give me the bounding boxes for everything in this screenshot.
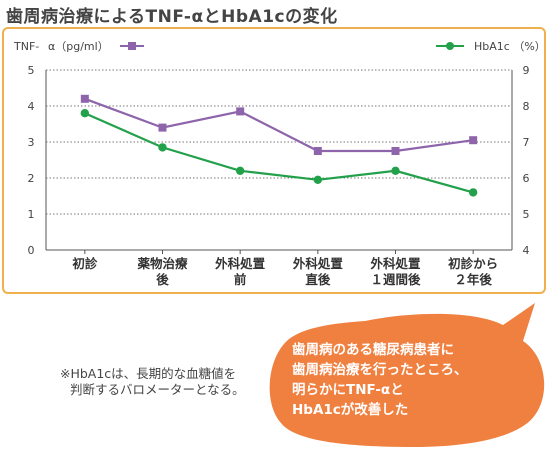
- x-tick-label: 薬物治療: [136, 256, 188, 271]
- data-point-tnf-alpha: [391, 147, 400, 155]
- page-title: 歯周病治療によるTNF-αとHbA1cの変化: [6, 7, 338, 27]
- left-tick-label: 5: [28, 64, 35, 77]
- data-point-tnf-alpha: [236, 107, 245, 116]
- left-axis-label: α（pg/ml）: [48, 40, 109, 53]
- bubble-line-1: 歯周病のある糖尿病患者に: [292, 342, 454, 358]
- right-tick-label: 5: [523, 208, 530, 221]
- x-tick-label: 外科処置: [369, 256, 421, 271]
- x-tick-label: 外科処置: [214, 256, 266, 271]
- x-tick-label: 前: [234, 272, 247, 287]
- bubble-text: 歯周病のある糖尿病患者に 歯周病治療を行ったところ、 明らかにTNF-αと Hb…: [292, 340, 492, 420]
- speech-bubble: [269, 303, 545, 447]
- data-point-hba1c: [80, 109, 90, 118]
- data-point-hba1c: [391, 166, 400, 175]
- left-tick-label: 0: [28, 244, 35, 257]
- right-axis-label: HbA1c （%）: [474, 40, 544, 53]
- left-tick-label: 1: [28, 208, 35, 221]
- data-point-tnf-alpha: [313, 147, 322, 155]
- right-tick-label: 6: [523, 172, 530, 185]
- right-tick-label: 9: [523, 64, 530, 77]
- footnote-line-2: 判断するバロメーターとなる。: [70, 382, 245, 397]
- chart-panel: 0 1 2 3 4 5 4 5 6 7 8 9 初診 薬物治療後外科処置前外科処置 直後 外科処置 １週間後 初診…: [2, 27, 546, 294]
- data-point-tnf-alpha: [469, 136, 478, 145]
- x-tick-label: 初診から: [448, 256, 498, 271]
- x-tick-label: 後: [156, 272, 169, 287]
- bubble-line-3: 明らかにTNF-αと: [292, 382, 404, 398]
- footnote-line-1: ※HbA1cは、長期的な血糖値を: [60, 366, 237, 381]
- left-tick-label: 4: [28, 100, 35, 113]
- bubble-line-4: HbA1cが改善した: [292, 402, 409, 418]
- series-line-hba1c: [84, 112, 474, 194]
- series-line-tnf-alpha: [84, 97, 474, 153]
- left-tick-label: 2: [28, 172, 35, 185]
- x-tick-label: 直後: [305, 272, 331, 287]
- data-point-tnf-alpha: [158, 123, 167, 132]
- data-point-hba1c: [158, 143, 167, 152]
- data-point-tnf-alpha: [80, 94, 89, 103]
- speech-bubble-shape: [269, 303, 545, 447]
- data-point-hba1c: [235, 166, 245, 175]
- left-tick-label: 3: [28, 136, 35, 149]
- bubble-line-2: 歯周病治療を行ったところ、: [292, 362, 468, 378]
- x-tick-label: ２年後: [454, 272, 492, 287]
- legend-marker-square: [128, 42, 136, 50]
- data-point-hba1c: [468, 188, 478, 197]
- footnote: ※HbA1cは、長期的な血糖値を 判断するバロメーターとなる。: [60, 366, 245, 398]
- left-axis-label-prefix: TNF-: [13, 40, 39, 53]
- right-tick-label: 4: [523, 244, 530, 257]
- x-tick-label: １週間後: [370, 272, 421, 287]
- x-tick-label: 初診: [72, 256, 98, 271]
- right-tick-label: 7: [523, 136, 530, 149]
- data-point-hba1c: [313, 175, 323, 184]
- right-tick-label: 8: [523, 100, 530, 113]
- legend-marker-circle: [446, 42, 454, 50]
- x-tick-label: 外科処置: [292, 256, 344, 271]
